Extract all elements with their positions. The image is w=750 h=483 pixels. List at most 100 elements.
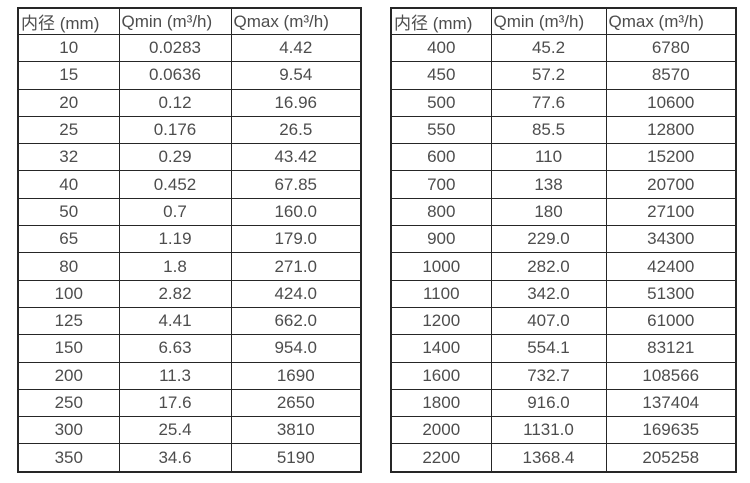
diameter-cell: 1400	[390, 334, 492, 363]
qmin-cell: 0.12	[118, 88, 232, 117]
table-row: 800 180 27100	[390, 197, 737, 227]
qmin-cell: 180	[490, 197, 607, 227]
table-row: 900 229.0 34300	[390, 225, 737, 254]
qmax-cell: 9.54	[230, 61, 362, 90]
table-header-row: 内径 (mm) Qmin (m³/h) Qmax (m³/h)	[17, 7, 362, 35]
table-row: 50 0.7 160.0	[17, 197, 362, 227]
diameter-cell: 50	[17, 197, 120, 227]
flow-table-large-diameters: 内径 (mm) Qmin (m³/h) Qmax (m³/h) 400 45.2 6…	[390, 7, 737, 473]
qmax-cell: 6780	[605, 33, 737, 63]
diameter-cell: 250	[17, 388, 120, 418]
table-row: 10 0.0283 4.42	[17, 33, 362, 63]
diameter-cell: 700	[390, 170, 492, 199]
qmin-cell: 229.0	[490, 225, 607, 254]
table-row: 150 6.63 954.0	[17, 334, 362, 363]
diameter-cell: 2200	[390, 443, 492, 473]
table-row: 1100 342.0 51300	[390, 279, 737, 308]
diameter-cell: 200	[17, 361, 120, 390]
table-row: 1800 916.0 137404	[390, 388, 737, 418]
qmax-cell: 424.0	[230, 279, 362, 308]
table-row: 1400 554.1 83121	[390, 334, 737, 363]
table-row: 450 57.2 8570	[390, 61, 737, 90]
diameter-cell: 1600	[390, 361, 492, 390]
diameter-cell: 25	[17, 115, 120, 145]
qmin-cell: 1.8	[118, 252, 232, 281]
table-row: 600 110 15200	[390, 143, 737, 172]
diameter-cell: 1800	[390, 388, 492, 418]
diameter-cell: 10	[17, 33, 120, 63]
qmin-cell: 342.0	[490, 279, 607, 308]
qmax-cell: 26.5	[230, 115, 362, 145]
qmin-cell: 17.6	[118, 388, 232, 418]
col-header-diameter: 内径 (mm)	[390, 7, 492, 35]
qmax-cell: 67.85	[230, 170, 362, 199]
table-row: 2200 1368.4 205258	[390, 443, 737, 473]
diameter-cell: 65	[17, 225, 120, 254]
qmin-cell: 0.176	[118, 115, 232, 145]
qmin-cell: 2.82	[118, 279, 232, 308]
col-header-qmin: Qmin (m³/h)	[118, 7, 232, 35]
qmax-cell: 205258	[605, 443, 737, 473]
table-row: 125 4.41 662.0	[17, 306, 362, 336]
table-row: 100 2.82 424.0	[17, 279, 362, 308]
qmax-cell: 169635	[605, 416, 737, 445]
diameter-cell: 40	[17, 170, 120, 199]
diameter-cell: 800	[390, 197, 492, 227]
qmax-cell: 27100	[605, 197, 737, 227]
diameter-cell: 900	[390, 225, 492, 254]
qmin-cell: 57.2	[490, 61, 607, 90]
qmax-cell: 5190	[230, 443, 362, 473]
qmax-cell: 271.0	[230, 252, 362, 281]
table-row: 2000 1131.0 169635	[390, 416, 737, 445]
table-row: 1600 732.7 108566	[390, 361, 737, 390]
diameter-cell: 15	[17, 61, 120, 90]
qmin-cell: 4.41	[118, 306, 232, 336]
qmax-cell: 8570	[605, 61, 737, 90]
col-header-qmax: Qmax (m³/h)	[230, 7, 362, 35]
table-row: 40 0.452 67.85	[17, 170, 362, 199]
diameter-cell: 2000	[390, 416, 492, 445]
qmin-cell: 0.452	[118, 170, 232, 199]
col-header-qmin: Qmin (m³/h)	[490, 7, 607, 35]
diameter-cell: 600	[390, 143, 492, 172]
table-row: 550 85.5 12800	[390, 115, 737, 145]
qmin-cell: 1.19	[118, 225, 232, 254]
col-header-qmax: Qmax (m³/h)	[605, 7, 737, 35]
table-row: 15 0.0636 9.54	[17, 61, 362, 90]
qmax-cell: 137404	[605, 388, 737, 418]
table-row: 250 17.6 2650	[17, 388, 362, 418]
qmin-cell: 732.7	[490, 361, 607, 390]
qmin-cell: 1368.4	[490, 443, 607, 473]
table-row: 1200 407.0 61000	[390, 306, 737, 336]
qmax-cell: 108566	[605, 361, 737, 390]
qmax-cell: 15200	[605, 143, 737, 172]
qmax-cell: 51300	[605, 279, 737, 308]
diameter-cell: 300	[17, 416, 120, 445]
diameter-cell: 20	[17, 88, 120, 117]
table-row: 32 0.29 43.42	[17, 143, 362, 172]
qmin-cell: 25.4	[118, 416, 232, 445]
table-row: 200 11.3 1690	[17, 361, 362, 390]
qmax-cell: 16.96	[230, 88, 362, 117]
qmax-cell: 2650	[230, 388, 362, 418]
diameter-cell: 350	[17, 443, 120, 473]
qmin-cell: 0.7	[118, 197, 232, 227]
diameter-cell: 100	[17, 279, 120, 308]
table-body: 10 0.0283 4.42 15 0.0636 9.54 20 0.12 16.96 25 0.1…	[17, 33, 362, 473]
qmax-cell: 1690	[230, 361, 362, 390]
diameter-cell: 550	[390, 115, 492, 145]
qmax-cell: 160.0	[230, 197, 362, 227]
diameter-cell: 450	[390, 61, 492, 90]
table-row: 700 138 20700	[390, 170, 737, 199]
table-row: 65 1.19 179.0	[17, 225, 362, 254]
diameter-cell: 400	[390, 33, 492, 63]
col-header-diameter: 内径 (mm)	[17, 7, 120, 35]
qmin-cell: 1131.0	[490, 416, 607, 445]
qmin-cell: 45.2	[490, 33, 607, 63]
qmin-cell: 85.5	[490, 115, 607, 145]
table-row: 350 34.6 5190	[17, 443, 362, 473]
diameter-cell: 1000	[390, 252, 492, 281]
qmin-cell: 282.0	[490, 252, 607, 281]
diameter-cell: 1100	[390, 279, 492, 308]
